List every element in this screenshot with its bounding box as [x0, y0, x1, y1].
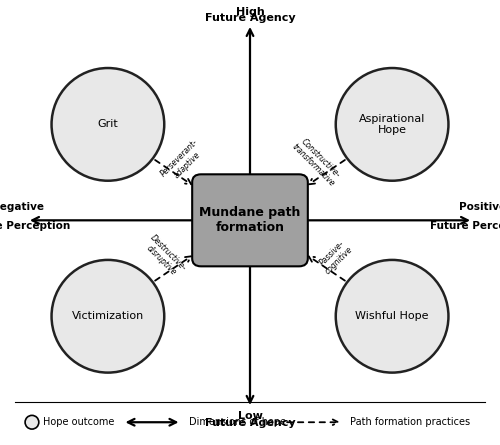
Text: Future Agency: Future Agency	[204, 418, 296, 428]
Text: Dimensions of hope: Dimensions of hope	[189, 417, 286, 427]
Text: Victimization: Victimization	[72, 311, 144, 321]
Ellipse shape	[52, 68, 164, 181]
Text: Negative: Negative	[0, 202, 44, 212]
Text: Hope outcome: Hope outcome	[42, 417, 114, 427]
Text: Future Perception: Future Perception	[430, 221, 500, 231]
Text: High: High	[236, 7, 264, 16]
Ellipse shape	[25, 415, 39, 429]
Text: Destructive-
disruptive: Destructive- disruptive	[141, 234, 188, 280]
Ellipse shape	[52, 260, 164, 372]
Text: Positive: Positive	[459, 202, 500, 212]
Text: Low: Low	[238, 411, 262, 421]
Ellipse shape	[336, 68, 448, 181]
Text: Grit: Grit	[98, 119, 118, 129]
Text: Future Perception: Future Perception	[0, 221, 70, 231]
Text: Wishful Hope: Wishful Hope	[356, 311, 429, 321]
Text: Constructive-
transformative: Constructive- transformative	[290, 135, 344, 189]
Text: Path formation practices: Path formation practices	[350, 417, 470, 427]
Text: Aspirational
Hope: Aspirational Hope	[359, 113, 426, 135]
Ellipse shape	[336, 260, 448, 372]
Text: Mundane path
formation: Mundane path formation	[200, 206, 300, 235]
Text: Perseverant-
adaptive: Perseverant- adaptive	[159, 138, 208, 186]
Text: Passive-
cognitive: Passive- cognitive	[316, 238, 354, 276]
FancyBboxPatch shape	[192, 174, 308, 266]
Text: Future Agency: Future Agency	[204, 13, 296, 23]
